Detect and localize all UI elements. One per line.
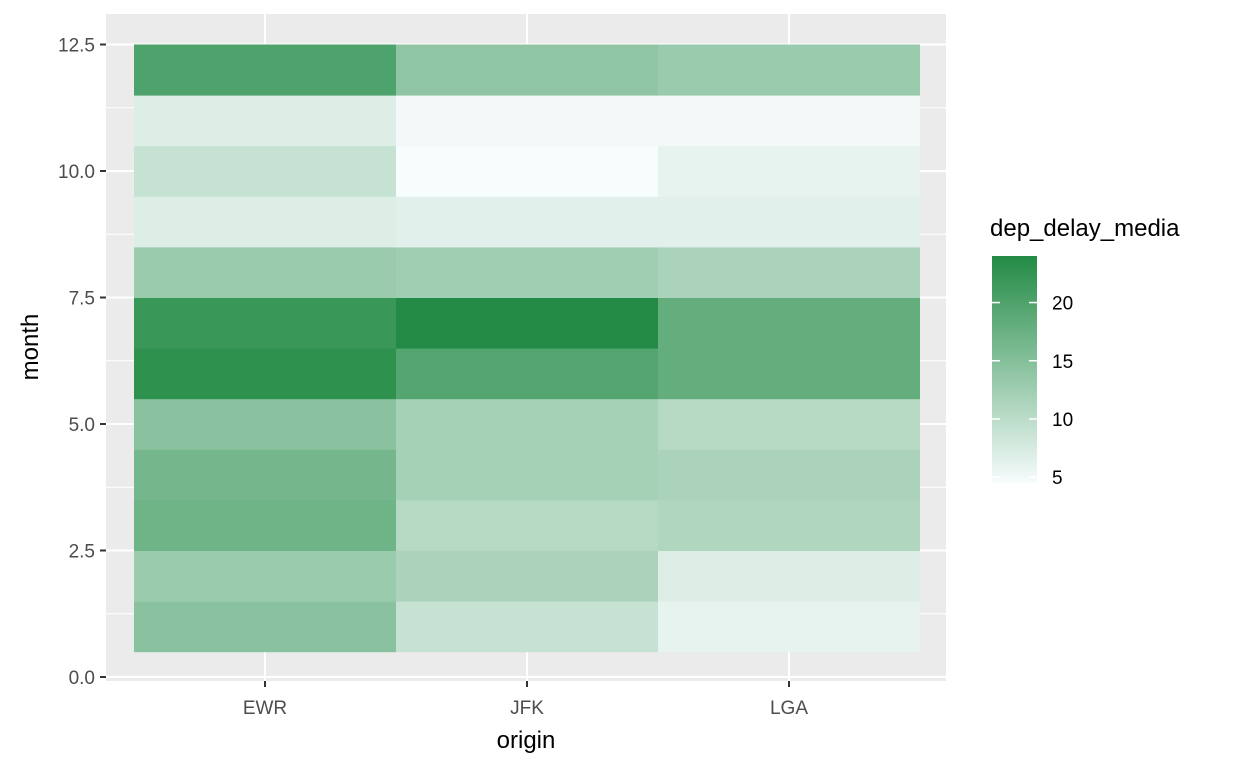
heatmap-cells: [134, 44, 920, 653]
x-tick-label: JFK: [510, 698, 544, 719]
legend-ticks: 5 10 15 20: [992, 294, 1073, 489]
heatmap-cell: [134, 196, 396, 248]
heatmap-cell: [658, 348, 920, 400]
heatmap-cell: [396, 398, 658, 450]
legend-tick-label: 20: [1052, 294, 1073, 315]
y-axis-title: month: [17, 314, 44, 381]
heatmap-cell: [134, 44, 396, 96]
heatmap-cell: [658, 297, 920, 349]
heatmap-cell: [396, 297, 658, 349]
heatmap-cell: [396, 550, 658, 602]
legend-colorbar: [992, 256, 1037, 483]
heatmap-cell: [658, 196, 920, 248]
legend-tick-label: 15: [1052, 352, 1073, 373]
heatmap-cell: [658, 95, 920, 147]
heatmap-cell: [658, 601, 920, 653]
legend-title: dep_delay_media: [990, 215, 1180, 242]
heatmap-cell: [134, 601, 396, 653]
x-tick-label: EWR: [243, 698, 287, 719]
heatmap-cell: [396, 601, 658, 653]
y-tick-label: 5.0: [69, 415, 95, 436]
heatmap-cell: [658, 246, 920, 298]
y-tick-label: 12.5: [58, 36, 95, 57]
heatmap-cell: [396, 246, 658, 298]
heatmap-cell: [658, 499, 920, 551]
heatmap-cell: [658, 449, 920, 501]
heatmap-cell: [658, 145, 920, 197]
y-axis: 0.0 2.5 5.0 7.5 10.0 12.5: [58, 36, 106, 689]
legend-tick-label: 5: [1052, 468, 1063, 489]
heatmap-cell: [134, 95, 396, 147]
heatmap-cell: [396, 145, 658, 197]
heatmap-cell: [134, 246, 396, 298]
y-tick-label: 2.5: [69, 542, 95, 563]
heatmap-cell: [658, 398, 920, 450]
x-axis-title: origin: [497, 727, 556, 754]
heatmap-cell: [134, 449, 396, 501]
heatmap-cell: [134, 297, 396, 349]
heatmap-cell: [396, 499, 658, 551]
y-tick-label: 10.0: [58, 162, 95, 183]
heatmap-cell: [396, 95, 658, 147]
heatmap-cell: [134, 499, 396, 551]
heatmap-cell: [396, 196, 658, 248]
y-tick-label: 0.0: [69, 668, 95, 689]
heatmap-cell: [134, 398, 396, 450]
legend: dep_delay_media 5 10 15 20: [990, 215, 1180, 489]
x-tick-label: LGA: [770, 698, 808, 719]
legend-tick-label: 10: [1052, 410, 1073, 431]
heatmap-cell: [134, 550, 396, 602]
heatmap-cell: [134, 348, 396, 400]
heatmap-cell: [658, 44, 920, 96]
heatmap-cell: [396, 449, 658, 501]
heatmap-cell: [396, 44, 658, 96]
x-axis: EWR JFK LGA: [243, 681, 808, 719]
y-tick-label: 7.5: [69, 289, 95, 310]
heatmap-cell: [396, 348, 658, 400]
heatmap-cell: [134, 145, 396, 197]
heatmap-cell: [658, 550, 920, 602]
